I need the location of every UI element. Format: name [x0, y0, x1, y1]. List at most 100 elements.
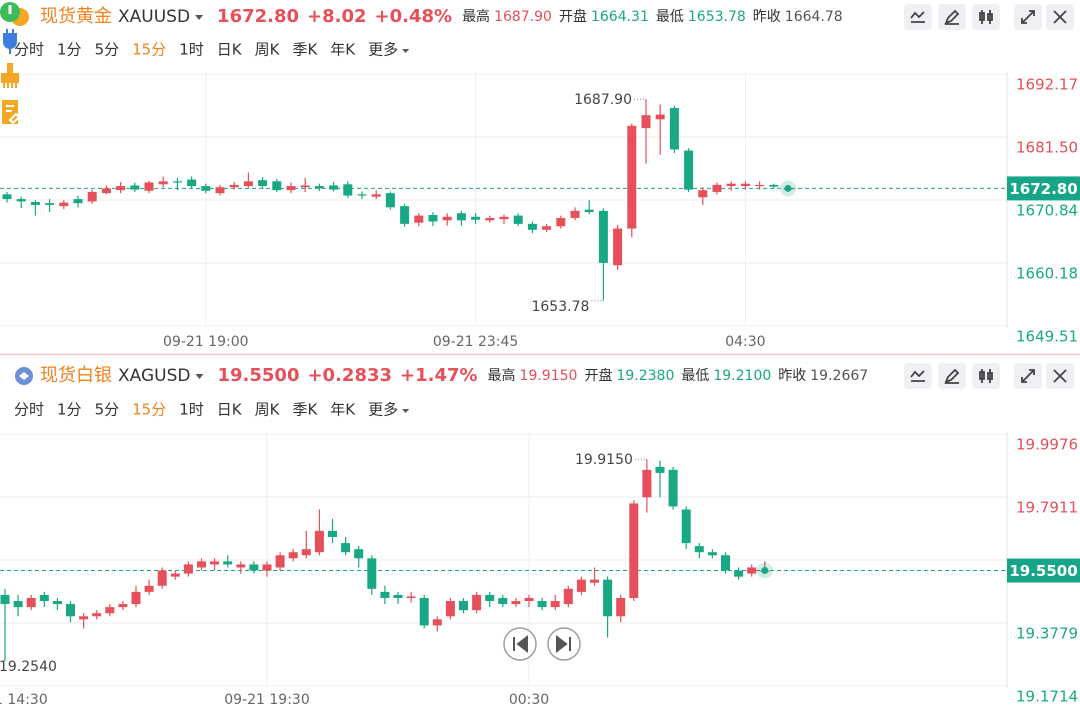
playback-controls	[503, 627, 581, 661]
candle-body	[472, 594, 482, 611]
toolbar-icon	[910, 370, 925, 382]
period-tab[interactable]: 周K	[255, 401, 281, 419]
candle-body	[215, 187, 225, 194]
candle-body	[170, 573, 180, 577]
candle-body	[747, 567, 757, 574]
candle-body	[275, 555, 285, 568]
toolbar-button[interactable]	[972, 363, 1000, 389]
period-tab[interactable]: 分时	[14, 401, 44, 419]
candle-body	[590, 579, 599, 583]
period-tab[interactable]: 15分	[132, 41, 166, 59]
period-tab[interactable]: 1分	[57, 41, 82, 59]
candle-body	[471, 216, 481, 220]
candle-body	[183, 564, 193, 574]
last-price-dot	[784, 184, 792, 192]
period-tab[interactable]: 年K	[330, 41, 356, 59]
y-tick-label: 19.9976	[1016, 436, 1078, 454]
candle-body	[707, 552, 717, 556]
candle-body	[542, 226, 552, 230]
toolbar-button[interactable]	[938, 4, 966, 30]
x-tick-label: 09-21 19:00	[163, 334, 248, 350]
candle-body	[288, 552, 298, 559]
y-tick-label: 1670.84	[1016, 202, 1078, 220]
period-tab[interactable]: 日K	[217, 401, 243, 419]
candle-body	[341, 543, 351, 553]
candle-body	[499, 216, 509, 220]
y-tick-label: 19.3779	[1016, 625, 1078, 643]
toolbar-button[interactable]	[938, 363, 966, 389]
candle-body	[157, 570, 167, 586]
candle-body	[328, 530, 337, 537]
toolbar-icon	[1021, 369, 1035, 383]
period-tab[interactable]: 5分	[95, 41, 120, 59]
candle-body	[73, 199, 83, 204]
candle-body	[755, 184, 765, 187]
candle-body	[414, 215, 424, 223]
candle-body	[105, 607, 115, 614]
candle-body	[131, 591, 141, 605]
candle-body	[201, 186, 211, 191]
stat-value: 1664.78	[785, 9, 843, 25]
candle-body	[655, 466, 665, 473]
period-tab[interactable]: 15分	[132, 401, 166, 419]
stat-label: 最低	[681, 368, 709, 384]
y-tick-label: 1692.17	[1016, 76, 1078, 94]
candle-body	[684, 150, 694, 190]
period-tab[interactable]: 更多	[368, 41, 398, 59]
candle-body	[118, 604, 128, 608]
candle-body	[210, 561, 220, 565]
candle-body	[393, 594, 403, 598]
candle-body	[642, 469, 652, 498]
candle-body	[556, 217, 566, 227]
price-change-pct: +1.47%	[400, 365, 478, 386]
x-tick-label: 09-21 23:45	[433, 334, 518, 350]
instrument-symbol: XAGUSD	[118, 366, 190, 386]
symbol-dropdown[interactable]	[195, 374, 204, 379]
period-tab[interactable]: 5分	[95, 401, 120, 419]
candle-body	[329, 185, 339, 190]
x-tick-label: 00:30	[509, 692, 549, 706]
candle-body	[627, 125, 637, 229]
candle-body	[641, 115, 651, 129]
symbol-icon-glyph	[19, 372, 29, 380]
candle-body	[629, 503, 639, 598]
candle-body	[769, 184, 779, 187]
candle-body	[158, 181, 168, 185]
y-tick-label: 1681.50	[1016, 139, 1078, 157]
brush-icon	[1, 63, 19, 88]
candle-body	[721, 555, 730, 571]
candle-body	[286, 186, 296, 191]
candle-body	[511, 601, 521, 605]
period-tab[interactable]: 1分	[57, 401, 82, 419]
period-tab[interactable]: 季K	[292, 401, 318, 419]
candle-body	[144, 182, 154, 191]
period-tab[interactable]: 日K	[217, 41, 243, 59]
toolbar-icon	[1021, 10, 1035, 24]
period-tab[interactable]: 年K	[330, 401, 356, 419]
period-tab[interactable]: 季K	[292, 41, 318, 59]
candle-body	[442, 216, 452, 221]
period-tab[interactable]: 1时	[179, 41, 204, 59]
period-tab[interactable]: 周K	[255, 41, 281, 59]
toolbar-icon	[979, 369, 993, 383]
candle-body	[343, 184, 353, 196]
candle-body	[66, 604, 75, 617]
toolbar-button[interactable]	[972, 4, 1000, 30]
candle-body	[613, 228, 623, 266]
candle-body	[172, 181, 182, 183]
candle-body	[197, 561, 206, 568]
candle-body	[419, 597, 429, 626]
period-tab[interactable]: 分时	[14, 41, 44, 59]
last-price-box	[1007, 176, 1080, 201]
high-label: 19.9150	[575, 452, 633, 468]
candle-body	[87, 191, 97, 202]
stat-value: 1664.31	[591, 9, 649, 25]
symbol-dropdown[interactable]	[195, 15, 204, 20]
stat-value: 19.2667	[810, 368, 868, 384]
prev-icon	[513, 634, 528, 654]
period-tab[interactable]: 1时	[179, 401, 204, 419]
period-tab[interactable]: 更多	[368, 401, 398, 419]
candle-body	[485, 594, 495, 602]
instrument-symbol: XAUUSD	[118, 7, 190, 27]
